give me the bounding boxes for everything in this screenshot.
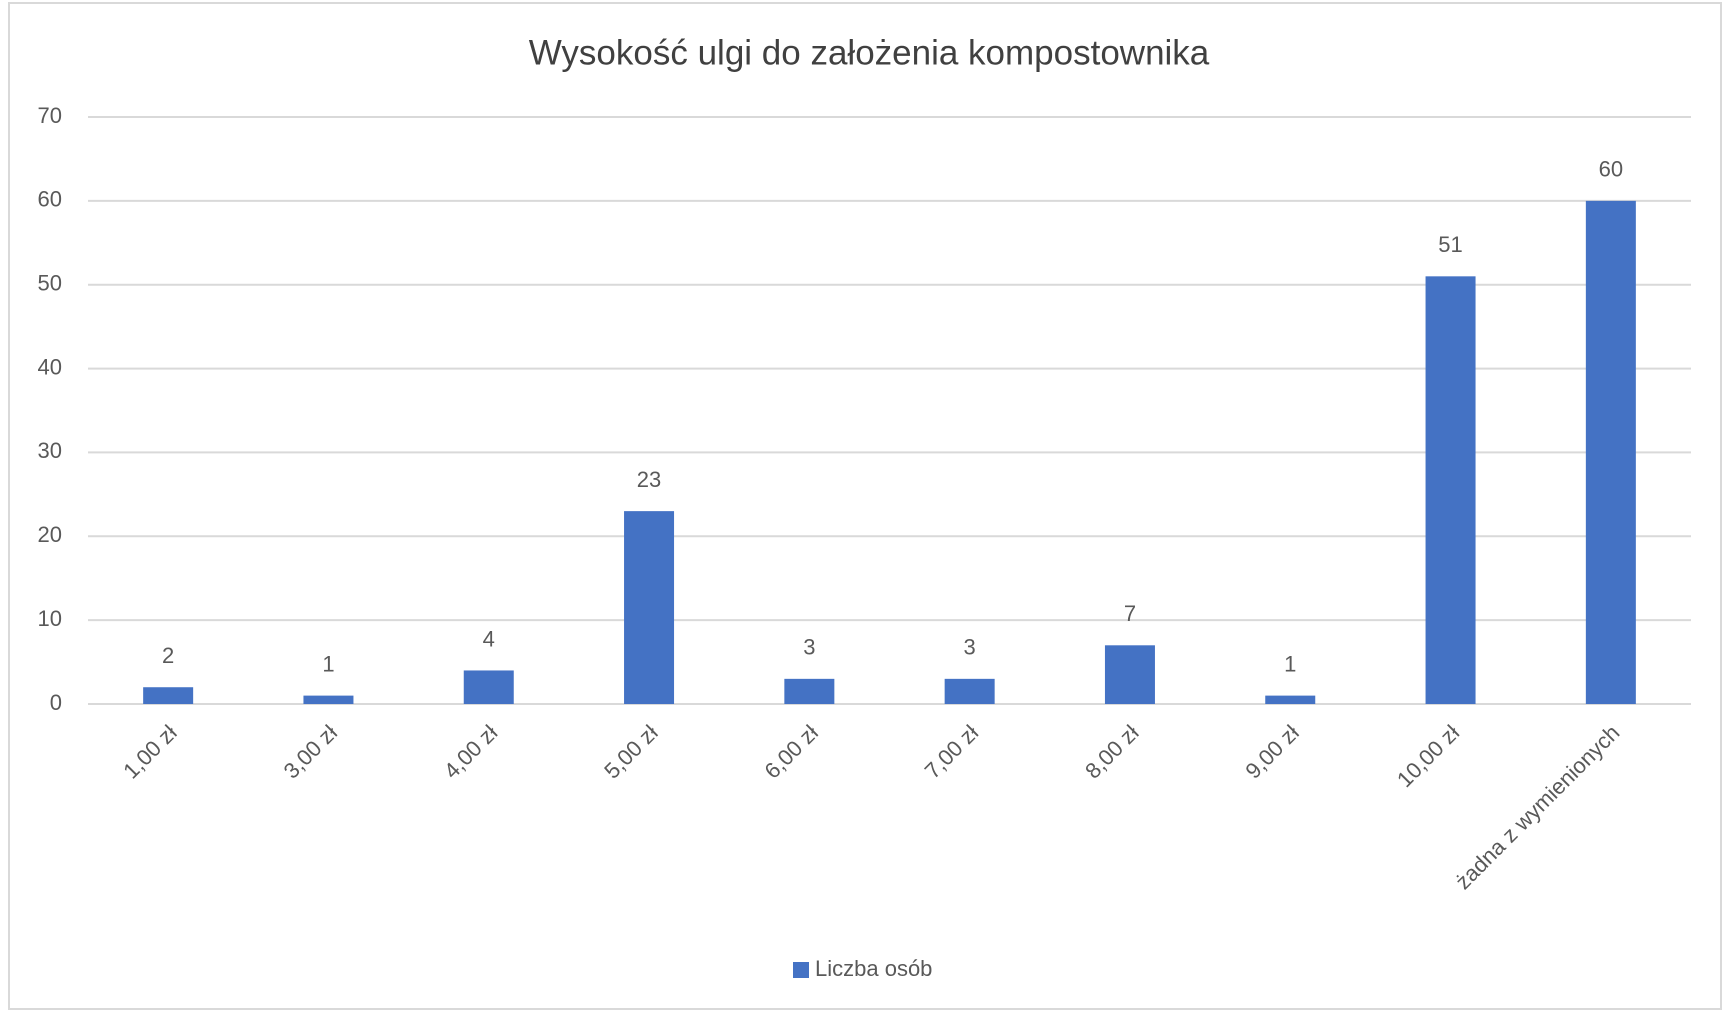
data-label: 1 bbox=[1284, 651, 1296, 676]
data-label: 51 bbox=[1438, 232, 1462, 257]
bar bbox=[1104, 645, 1155, 704]
y-tick-label: 20 bbox=[38, 522, 62, 547]
bar bbox=[143, 687, 194, 704]
y-tick-label: 50 bbox=[38, 271, 62, 296]
chart-title: Wysokość ulgi do założenia kompostownika bbox=[529, 33, 1210, 72]
y-tick-label: 0 bbox=[50, 690, 62, 715]
legend-swatch bbox=[793, 962, 809, 978]
data-label: 23 bbox=[637, 467, 661, 492]
bar bbox=[463, 670, 514, 704]
data-label: 60 bbox=[1599, 157, 1623, 182]
data-label: 7 bbox=[1124, 601, 1136, 626]
bar bbox=[1425, 276, 1476, 704]
data-label: 2 bbox=[162, 643, 174, 668]
bar bbox=[1585, 200, 1636, 704]
bar bbox=[784, 678, 835, 704]
y-tick-label: 40 bbox=[38, 354, 62, 379]
bar bbox=[944, 678, 995, 704]
bar bbox=[1265, 695, 1316, 704]
y-tick-label: 60 bbox=[38, 187, 62, 212]
y-tick-label: 30 bbox=[38, 438, 62, 463]
data-label: 4 bbox=[483, 626, 495, 651]
data-label: 1 bbox=[322, 651, 334, 676]
bar bbox=[624, 511, 675, 704]
y-tick-label: 10 bbox=[38, 606, 62, 631]
y-tick-label: 70 bbox=[38, 103, 62, 128]
bar bbox=[303, 695, 354, 704]
data-label: 3 bbox=[964, 635, 976, 660]
data-label: 3 bbox=[803, 635, 815, 660]
legend-label: Liczba osób bbox=[815, 956, 932, 981]
